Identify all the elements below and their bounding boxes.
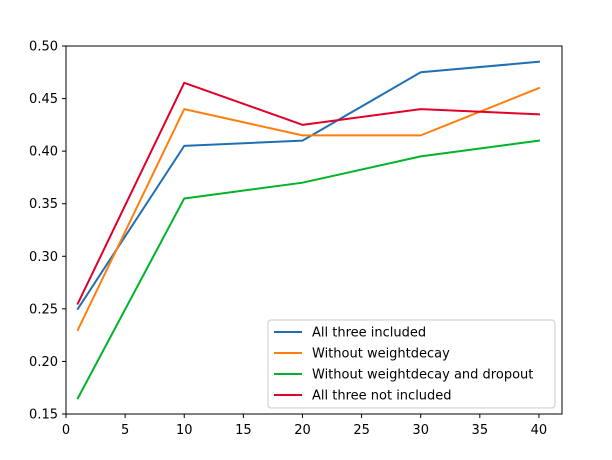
legend: All three included Without weightdecay Wit… (267, 319, 556, 409)
x-tick-label: 5 (121, 423, 129, 438)
x-tick-label: 20 (294, 423, 311, 438)
series-line-3 (76, 139, 541, 400)
y-tick-label: 0.40 (29, 145, 58, 160)
series-line-4 (76, 81, 540, 305)
x-tick-label: 35 (472, 423, 489, 438)
legend-label-1: All three included (312, 326, 426, 341)
legend-label-3: Without weightdecay and dropout (312, 368, 533, 383)
x-tick-label: 30 (412, 423, 429, 438)
x-tick-label: 25 (353, 423, 370, 438)
x-tick-label: 15 (235, 423, 252, 438)
x-tick-label: 40 (531, 423, 548, 438)
series-line-2 (76, 86, 541, 332)
legend-label-2: Without weightdecay (312, 347, 450, 362)
y-tick-label: 0.35 (29, 197, 58, 212)
legend-label-4: All three not included (312, 389, 452, 404)
x-axis: 0 5 10 15 20 25 30 35 40 (62, 414, 547, 438)
series-layer (76, 60, 541, 400)
y-tick-label: 0.25 (29, 302, 58, 317)
y-tick-label: 0.50 (29, 40, 58, 55)
y-axis: 0.15 0.20 0.25 0.30 0.35 0.40 0.45 0.50 (29, 40, 66, 423)
y-tick-label: 0.45 (29, 92, 58, 107)
x-tick-label: 0 (62, 423, 70, 438)
y-tick-label: 0.20 (29, 355, 58, 370)
legend-box (267, 319, 556, 409)
axes-frame (65, 45, 563, 415)
y-tick-label: 0.15 (29, 408, 58, 423)
y-tick-label: 0.30 (29, 250, 58, 265)
series-line-1 (76, 60, 541, 311)
x-tick-label: 10 (176, 423, 193, 438)
